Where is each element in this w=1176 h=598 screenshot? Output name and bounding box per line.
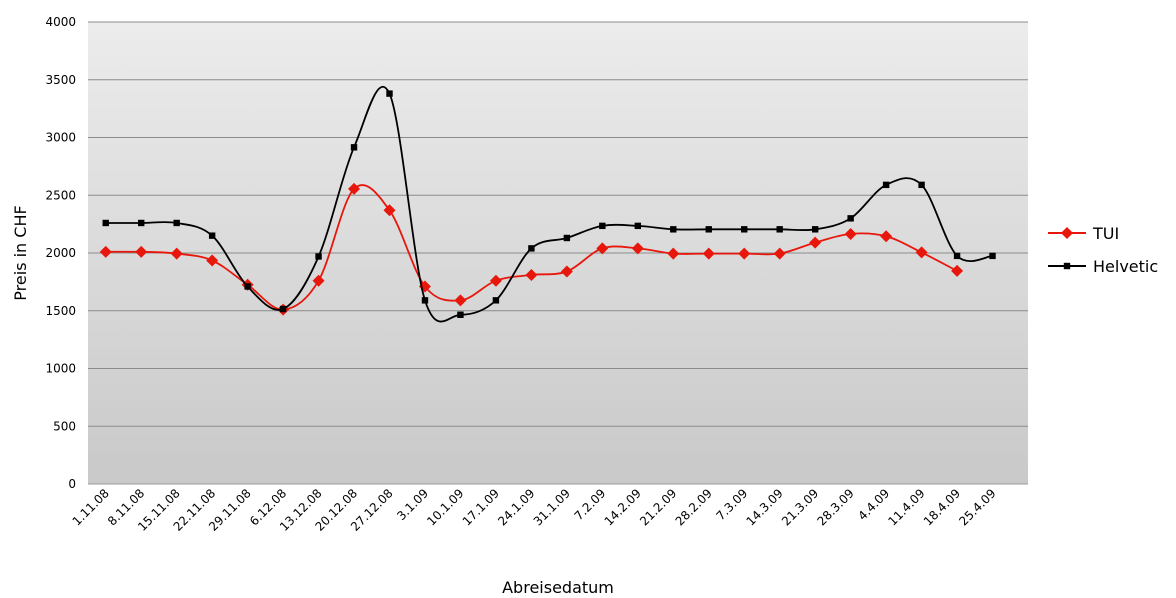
data-point-tui (809, 236, 822, 249)
data-point-helvetic (918, 181, 925, 189)
data-point-helvetic (386, 90, 393, 97)
data-point-tui (631, 242, 644, 255)
x-tick-label: 11.4.09 (885, 486, 927, 528)
x-tick-label: 28.3.09 (814, 486, 856, 528)
data-point-tui (135, 245, 148, 258)
data-point-helvetic (741, 226, 748, 233)
data-point-tui (915, 246, 928, 259)
x-axis-ticks: 1.11.088.11.0815.11.0822.11.0829.11.086.… (70, 486, 999, 534)
data-point-tui (454, 294, 467, 307)
legend-marker-tui (1061, 227, 1073, 239)
data-point-tui (99, 245, 112, 258)
x-tick-label: 25.4.09 (956, 486, 998, 528)
data-point-helvetic (776, 226, 783, 233)
data-point-helvetic (705, 226, 712, 233)
legend-marker-helvetic (1063, 262, 1071, 270)
x-tick-label: 17.1.09 (460, 486, 502, 528)
data-point-tui (383, 204, 396, 217)
y-tick-label: 4000 (45, 15, 76, 29)
data-point-helvetic (315, 253, 322, 260)
data-point-tui (738, 247, 751, 260)
legend-label-tui: TUI (1092, 224, 1119, 243)
y-tick-label: 3500 (45, 73, 76, 87)
x-tick-label: 21.3.09 (779, 486, 821, 528)
x-axis-title: Abreisedatum (502, 578, 614, 597)
data-point-tui (667, 247, 680, 260)
data-point-tui (206, 254, 219, 267)
data-point-helvetic (208, 232, 216, 239)
x-tick-label: 14.3.09 (744, 486, 786, 528)
data-point-helvetic (989, 252, 996, 260)
data-point-helvetic (528, 245, 535, 252)
x-tick-label: 18.4.09 (921, 486, 963, 528)
data-point-helvetic (279, 305, 287, 313)
y-tick-label: 2000 (45, 246, 76, 260)
data-point-tui (702, 247, 715, 260)
data-point-helvetic (847, 215, 854, 222)
data-point-helvetic (634, 222, 642, 230)
x-tick-label: 1.11.08 (70, 486, 112, 528)
y-axis-title: Preis in CHF (11, 205, 30, 300)
y-tick-label: 2500 (45, 188, 76, 202)
data-point-helvetic (457, 311, 464, 318)
data-point-helvetic (244, 283, 251, 290)
data-point-tui (773, 247, 786, 260)
data-point-tui (489, 274, 502, 287)
x-tick-label: 21.2.09 (637, 486, 679, 528)
data-point-tui (170, 247, 183, 260)
data-point-helvetic (563, 234, 571, 242)
series-helvetic (102, 85, 996, 323)
data-point-helvetic (882, 181, 890, 189)
data-point-helvetic (599, 222, 606, 230)
data-point-helvetic (492, 297, 500, 304)
legend-item-tui: TUI (1048, 224, 1119, 243)
data-point-tui (348, 182, 361, 195)
series-layer (99, 85, 996, 323)
x-tick-label: 28.2.09 (673, 486, 715, 528)
x-tick-label: 24.1.09 (495, 486, 537, 528)
data-point-helvetic (102, 219, 109, 227)
data-point-helvetic (670, 226, 677, 233)
y-tick-label: 1500 (45, 304, 76, 318)
data-point-tui (844, 227, 857, 240)
y-tick-label: 3000 (45, 131, 76, 145)
data-point-tui (560, 265, 573, 278)
data-point-tui (951, 264, 964, 277)
data-point-tui (596, 242, 609, 255)
data-point-helvetic (173, 219, 180, 227)
x-tick-label: 31.1.09 (531, 486, 573, 528)
y-tick-label: 0 (68, 477, 76, 491)
data-point-tui (880, 230, 893, 243)
series-line-helvetic (105, 85, 993, 323)
y-tick-label: 500 (53, 419, 76, 433)
legend: TUI Helvetic (1048, 224, 1158, 276)
legend-label-helvetic: Helvetic (1093, 257, 1158, 276)
legend-item-helvetic: Helvetic (1048, 257, 1158, 276)
y-axis-ticks: 0 500 1000 1500 2000 2500 3000 3500 4000 (45, 15, 76, 491)
data-point-helvetic (421, 297, 429, 304)
data-point-helvetic (138, 219, 145, 227)
data-point-tui (525, 268, 538, 281)
data-point-tui (312, 274, 325, 287)
gridlines (88, 21, 1028, 485)
x-tick-label: 14.2.09 (602, 486, 644, 528)
x-tick-label: 10.1.09 (424, 486, 466, 528)
data-point-helvetic (350, 144, 358, 151)
data-point-helvetic (953, 252, 961, 260)
data-point-helvetic (811, 226, 819, 233)
y-tick-label: 1000 (45, 362, 76, 376)
